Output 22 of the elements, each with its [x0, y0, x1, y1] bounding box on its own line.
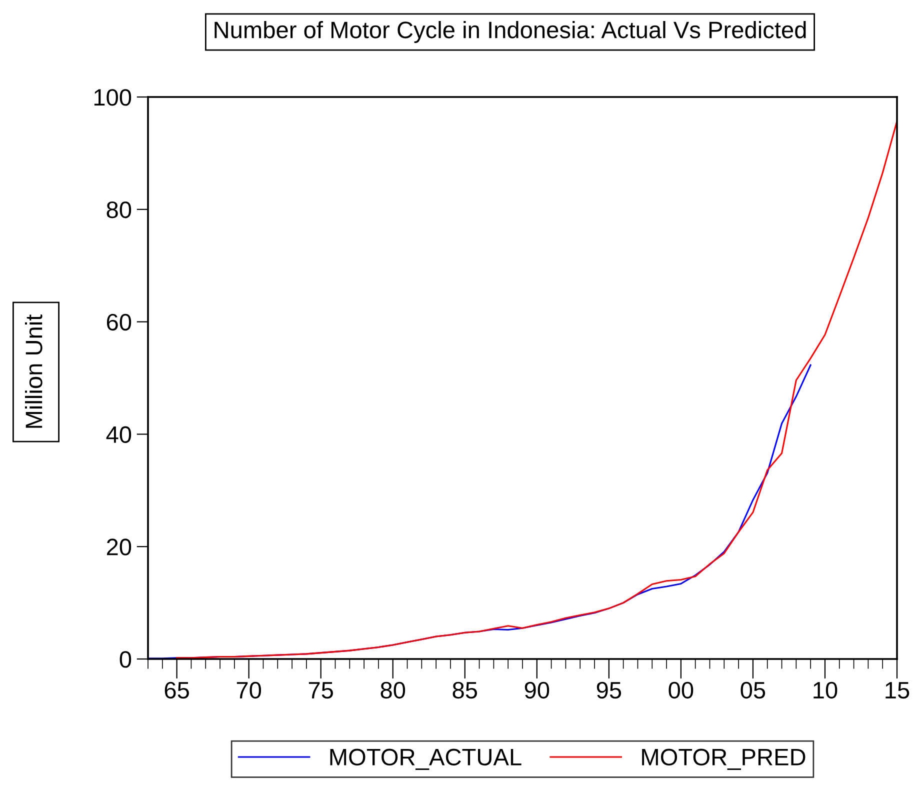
y-tick-label: 0: [120, 651, 132, 668]
y-tick-label: 20: [106, 538, 132, 556]
x-tick-label: 80: [380, 682, 406, 699]
x-tick-label: 05: [740, 682, 766, 699]
x-tick-label: 00: [668, 682, 694, 699]
x-tick-label: 10: [814, 682, 838, 699]
line-series: [176, 120, 897, 659]
x-tick-label: 90: [524, 682, 550, 699]
y-tick-label: 60: [106, 314, 132, 331]
x-tick-label: 85: [452, 682, 478, 699]
legend-label: MOTOR_ACTUAL: [330, 748, 522, 770]
x-tick-label: 15: [886, 682, 910, 699]
y-tick-label: 80: [106, 201, 132, 218]
chart-title: Number of Motor Cycle in Indonesia: Actual Vs Predicted: [214, 20, 806, 44]
x-tick-label: 65: [164, 682, 189, 699]
y-tick-label: 100: [94, 89, 132, 106]
x-tick-label: 70: [236, 682, 262, 699]
y-tick-label: 40: [106, 426, 132, 443]
x-tick-label: 95: [596, 682, 622, 699]
x-tick-label: 75: [308, 682, 333, 699]
y-axis-title: Million Unit: [24, 314, 42, 428]
legend-label: MOTOR_PRED: [642, 748, 806, 770]
